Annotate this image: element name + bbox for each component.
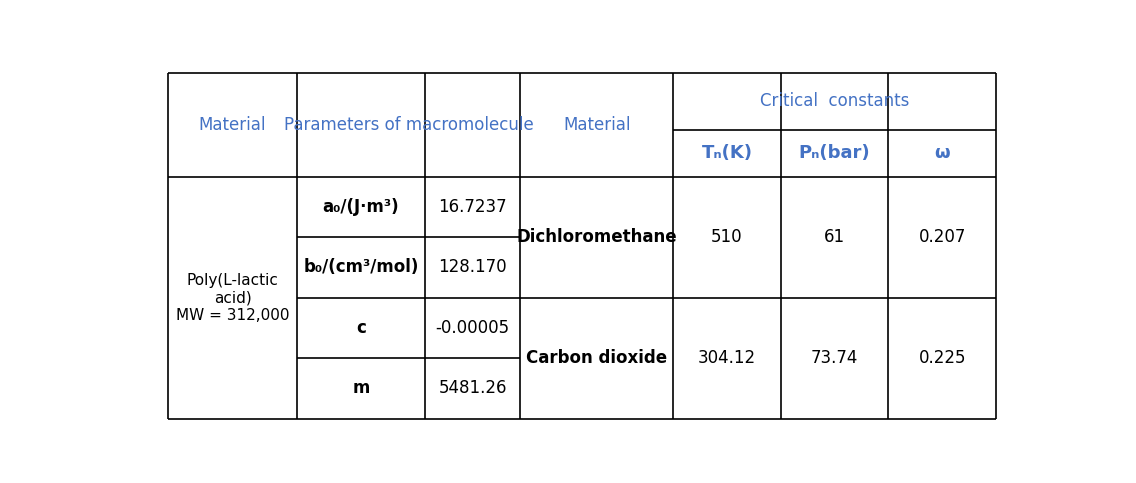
Text: 0.225: 0.225 bbox=[918, 349, 966, 367]
Text: a₀/(J·m³): a₀/(J·m³) bbox=[323, 198, 399, 216]
Text: Poly(L-lactic
acid)
MW = 312,000: Poly(L-lactic acid) MW = 312,000 bbox=[176, 273, 290, 323]
Text: Carbon dioxide: Carbon dioxide bbox=[526, 349, 667, 367]
Text: Critical  constants: Critical constants bbox=[760, 92, 909, 111]
Text: ω: ω bbox=[935, 144, 950, 162]
Text: b₀/(cm³/mol): b₀/(cm³/mol) bbox=[303, 258, 418, 276]
Text: c: c bbox=[356, 319, 366, 337]
Text: 5481.26: 5481.26 bbox=[438, 380, 507, 398]
Text: 0.207: 0.207 bbox=[919, 228, 966, 246]
Text: Material: Material bbox=[563, 116, 630, 134]
Text: Parameters of macromolecule: Parameters of macromolecule bbox=[284, 116, 533, 134]
Text: -0.00005: -0.00005 bbox=[435, 319, 510, 337]
Text: Pₙ(bar): Pₙ(bar) bbox=[799, 144, 870, 162]
Text: 304.12: 304.12 bbox=[698, 349, 757, 367]
Text: 510: 510 bbox=[711, 228, 743, 246]
Text: Tₙ(K): Tₙ(K) bbox=[702, 144, 752, 162]
Text: 61: 61 bbox=[824, 228, 845, 246]
Text: Material: Material bbox=[199, 116, 266, 134]
Text: 128.170: 128.170 bbox=[438, 258, 507, 276]
Text: 73.74: 73.74 bbox=[811, 349, 859, 367]
Text: m: m bbox=[352, 380, 369, 398]
Text: Dichloromethane: Dichloromethane bbox=[517, 228, 677, 246]
Text: 16.7237: 16.7237 bbox=[438, 198, 507, 216]
